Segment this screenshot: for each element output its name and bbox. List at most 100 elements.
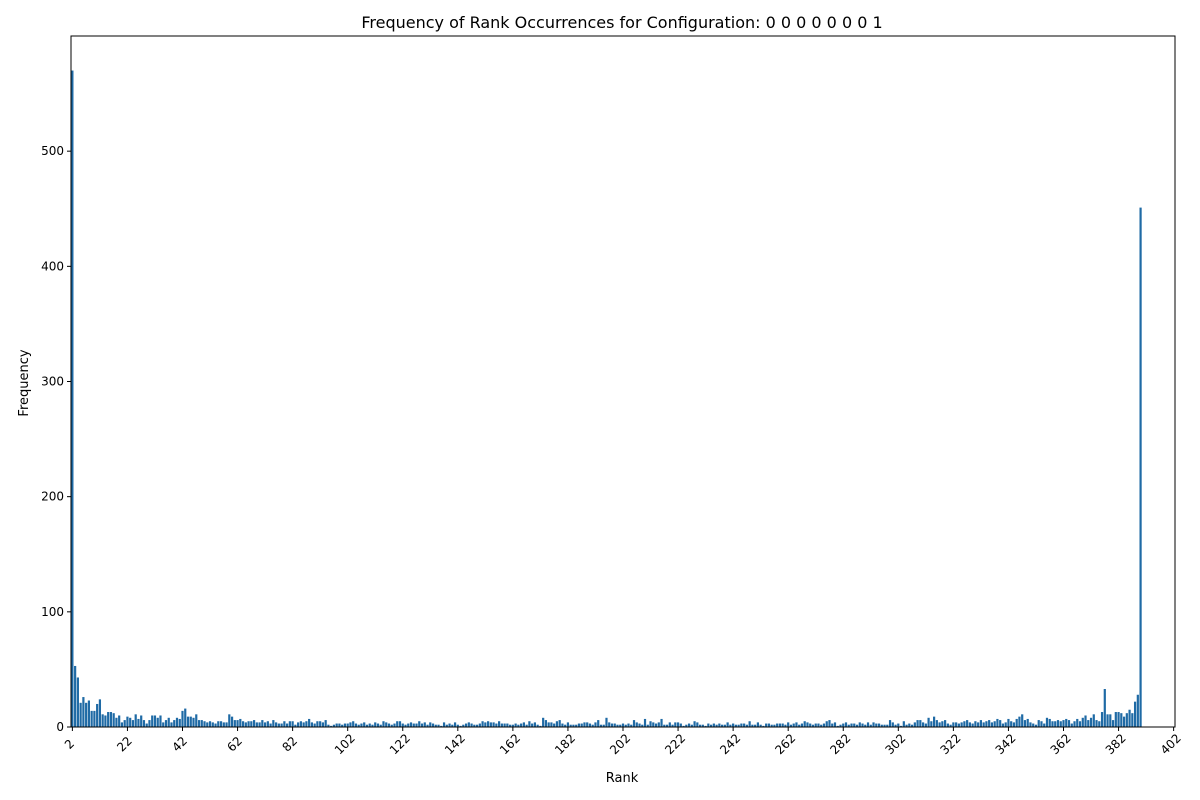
bar-rank-253 — [762, 725, 765, 727]
bar-rank-218 — [665, 724, 669, 727]
bar-rank-287 — [855, 724, 859, 727]
bar-rank-83 — [294, 724, 297, 727]
bar-rank-300 — [891, 722, 894, 727]
bar-rank-151 — [481, 721, 484, 727]
bar-rank-142 — [456, 724, 459, 727]
y-tick-label: 100 — [41, 605, 64, 619]
bar-rank-220 — [671, 724, 674, 727]
bar-rank-240 — [726, 722, 729, 727]
bars-group — [71, 70, 1142, 728]
bar-rank-184 — [572, 724, 575, 727]
bar-rank-368 — [1078, 721, 1082, 727]
bar-rank-342 — [1007, 718, 1010, 727]
bar-rank-259 — [778, 723, 782, 727]
bar-rank-230 — [698, 724, 702, 727]
bar-rank-293 — [872, 722, 875, 727]
bar-rank-206 — [632, 720, 636, 727]
bar-rank-55 — [217, 721, 220, 727]
bar-rank-281 — [839, 724, 842, 727]
bar-rank-383 — [1120, 713, 1123, 727]
bar-rank-275 — [822, 723, 826, 727]
bar-rank-35 — [162, 722, 165, 727]
bar-rank-355 — [1043, 723, 1046, 727]
bar-rank-126 — [412, 723, 415, 727]
bar-rank-284 — [847, 724, 850, 727]
bar-rank-62 — [236, 720, 239, 727]
bar-rank-340 — [1001, 723, 1005, 727]
bar-rank-294 — [875, 723, 878, 727]
bar-rank-77 — [277, 723, 280, 727]
bar-rank-228 — [693, 721, 696, 727]
bar-rank-369 — [1081, 717, 1084, 727]
bar-rank-349 — [1026, 718, 1029, 727]
chart-title: Frequency of Rank Occurrences for Config… — [361, 13, 882, 32]
bar-rank-133 — [431, 723, 435, 727]
bar-rank-350 — [1029, 722, 1032, 727]
bar-rank-282 — [842, 723, 845, 727]
bar-rank-73 — [266, 721, 269, 727]
bar-rank-178 — [555, 721, 559, 727]
bar-rank-180 — [561, 723, 564, 727]
bar-rank-198 — [610, 723, 614, 727]
x-tick-label: 282 — [827, 731, 853, 757]
bar-rank-269 — [806, 722, 809, 727]
bar-rank-170 — [533, 722, 536, 727]
bar-rank-217 — [663, 724, 666, 727]
bar-rank-309 — [916, 720, 919, 727]
bar-rank-5 — [79, 702, 82, 727]
bar-rank-175 — [547, 722, 550, 727]
bar-rank-53 — [211, 722, 214, 727]
bar-rank-46 — [192, 717, 195, 727]
bar-rank-64 — [241, 721, 245, 727]
x-tick-label: 222 — [662, 731, 688, 757]
bar-rank-200 — [616, 724, 619, 727]
bar-rank-295 — [877, 723, 881, 727]
bar-rank-364 — [1067, 720, 1071, 727]
bar-rank-85 — [299, 721, 302, 727]
bar-rank-7 — [85, 702, 88, 727]
bar-rank-187 — [580, 723, 583, 727]
bar-rank-389 — [1136, 694, 1139, 727]
bar-rank-245 — [740, 723, 743, 727]
bar-rank-304 — [902, 721, 905, 727]
bar-rank-338 — [996, 718, 999, 727]
bar-rank-299 — [888, 720, 892, 727]
bar-rank-302 — [897, 723, 900, 727]
bar-rank-103 — [349, 722, 352, 727]
bar-rank-209 — [641, 724, 644, 727]
bar-rank-154 — [489, 722, 492, 727]
bar-rank-202 — [621, 723, 625, 727]
bar-rank-225 — [685, 724, 688, 727]
bar-rank-365 — [1070, 723, 1073, 727]
bar-rank-2 — [71, 70, 74, 728]
bar-rank-333 — [982, 722, 985, 727]
bar-rank-156 — [495, 723, 498, 727]
bar-rank-322 — [952, 722, 955, 727]
bar-rank-143 — [459, 725, 462, 727]
bar-rank-57 — [222, 722, 225, 727]
bar-rank-227 — [690, 724, 693, 727]
bar-rank-354 — [1040, 721, 1043, 727]
bar-rank-132 — [429, 722, 432, 727]
bar-rank-233 — [707, 723, 710, 727]
bar-rank-111 — [371, 724, 374, 727]
bar-rank-239 — [723, 724, 726, 727]
y-tick-label: 500 — [41, 144, 64, 158]
bar-rank-181 — [564, 724, 567, 727]
bar-rank-207 — [635, 722, 638, 727]
bar-rank-120 — [396, 721, 399, 727]
bar-rank-17 — [112, 713, 115, 727]
bar-rank-337 — [993, 721, 996, 727]
bar-rank-96 — [330, 725, 333, 727]
bar-rank-86 — [302, 722, 305, 727]
bar-rank-306 — [908, 723, 911, 727]
bar-rank-30 — [148, 720, 151, 727]
bar-rank-261 — [784, 724, 787, 727]
bar-rank-49 — [200, 720, 203, 727]
bar-rank-316 — [935, 720, 938, 727]
bar-rank-285 — [850, 723, 853, 727]
bar-rank-118 — [390, 724, 393, 727]
bar-rank-24 — [131, 720, 135, 727]
bar-rank-277 — [828, 720, 831, 727]
bar-rank-372 — [1089, 717, 1093, 727]
